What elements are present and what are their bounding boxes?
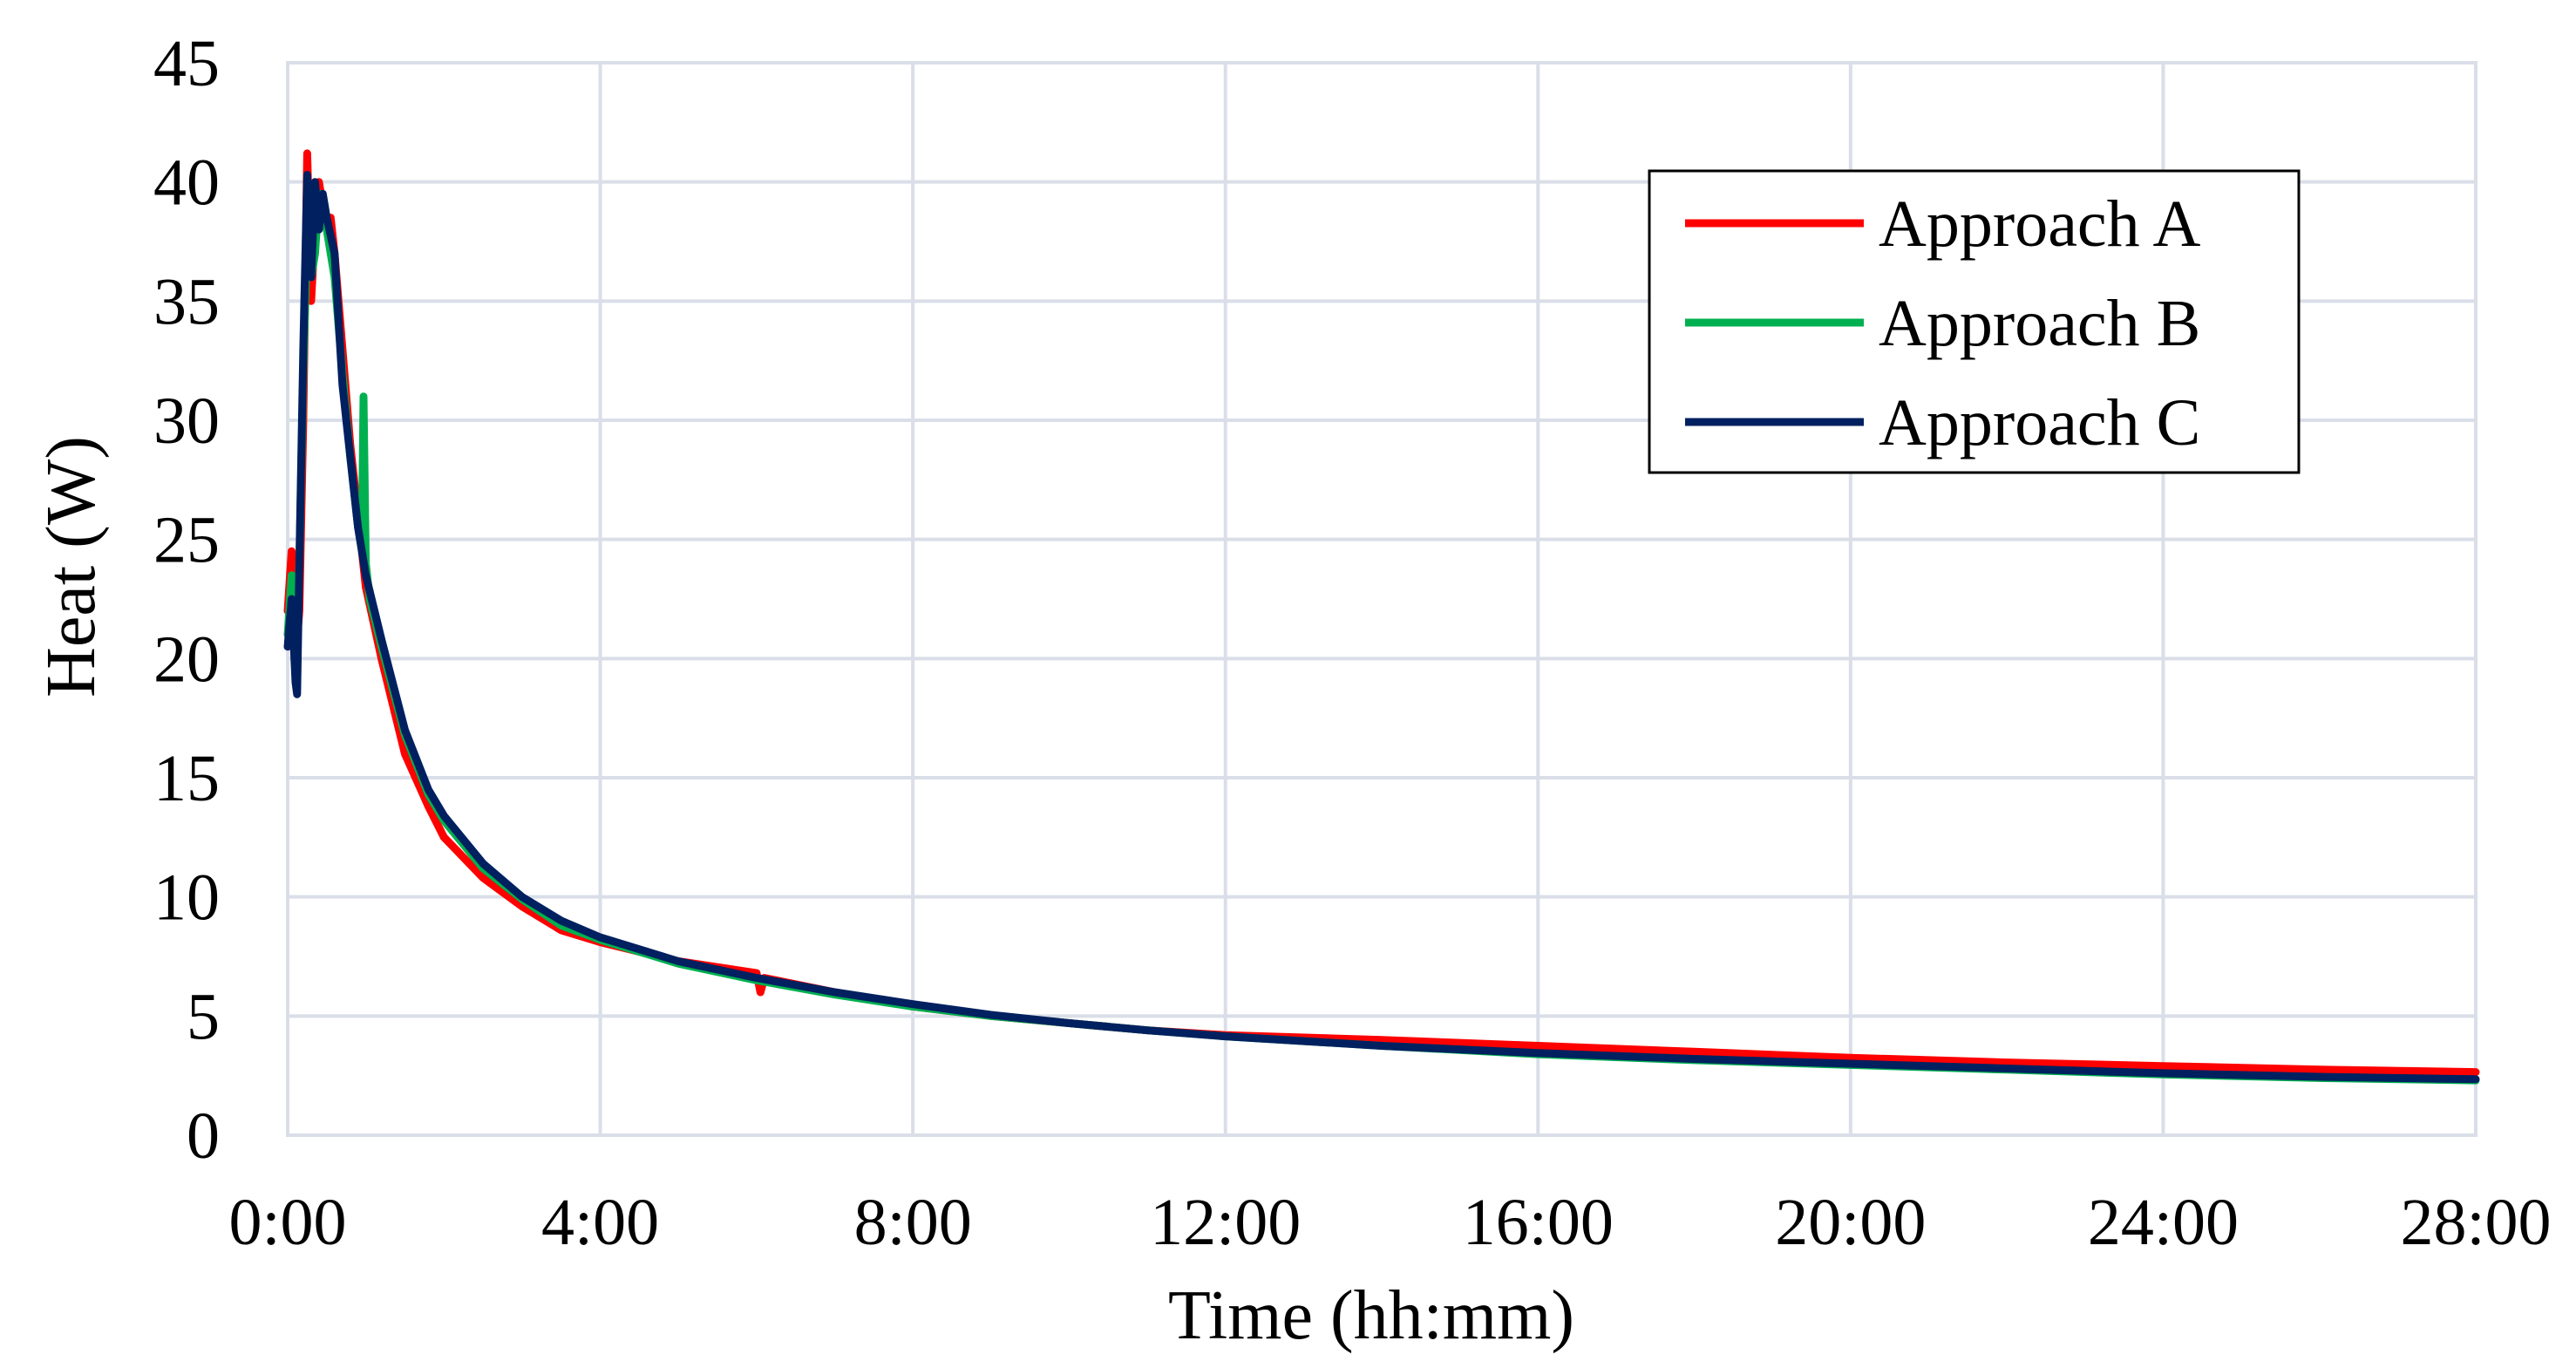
y-tick-label: 15 — [153, 742, 220, 815]
y-tick-label: 20 — [153, 623, 220, 696]
legend-label: Approach B — [1879, 287, 2200, 360]
data-series — [283, 149, 2480, 1085]
x-axis-tick-labels: 0:00 4:00 8:00 12:00 16:00 20:00 24:00 28:00 — [228, 1186, 2551, 1259]
series-line-approach-c — [283, 171, 2480, 1084]
y-tick-label: 0 — [187, 1099, 220, 1173]
y-tick-label: 25 — [153, 504, 220, 577]
x-tick-label: 28:00 — [2400, 1186, 2551, 1259]
x-tick-label: 24:00 — [2088, 1186, 2239, 1259]
y-tick-label: 45 — [153, 27, 220, 100]
y-tick-label: 35 — [153, 265, 220, 338]
legend-items: Approach A Approach B Approach C — [1685, 187, 2200, 459]
y-tick-label: 30 — [153, 385, 220, 458]
y-tick-label: 5 — [187, 980, 220, 1053]
x-tick-label: 20:00 — [1775, 1186, 1926, 1259]
x-tick-label: 0:00 — [228, 1186, 346, 1259]
x-tick-label: 16:00 — [1463, 1186, 1614, 1259]
legend-label: Approach C — [1879, 386, 2200, 459]
y-axis-tick-labels: 0 5 10 15 20 25 30 35 40 45 — [153, 27, 220, 1173]
x-tick-label: 4:00 — [541, 1186, 659, 1259]
x-axis-title: Time (hh:mm) — [1168, 1277, 1574, 1354]
y-axis-title: Heat (W) — [33, 436, 110, 698]
y-tick-label: 40 — [153, 146, 220, 220]
legend: Approach A Approach B Approach C — [1648, 169, 2301, 474]
x-tick-label: 8:00 — [854, 1186, 972, 1259]
y-tick-label: 10 — [153, 861, 220, 935]
x-tick-label: 12:00 — [1150, 1186, 1301, 1259]
legend-label: Approach A — [1879, 187, 2200, 261]
